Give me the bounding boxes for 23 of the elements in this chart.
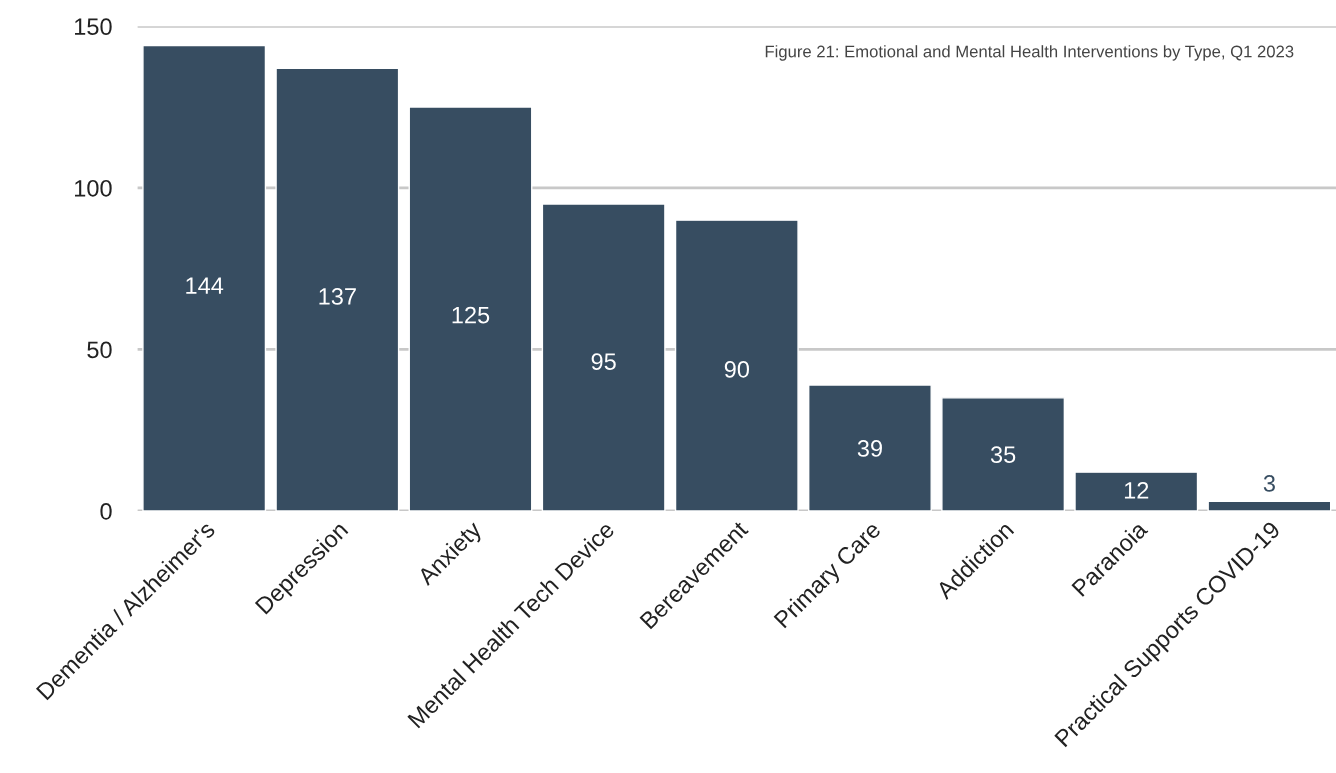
y-tick-label: 0 xyxy=(100,503,112,520)
data-label: 3 xyxy=(1263,475,1275,492)
text: Figure 21: Emotional and Mental Health Interventions by Type, Q1 2023 xyxy=(765,45,1294,61)
bar xyxy=(142,44,267,511)
y-tick-label: 100 xyxy=(75,179,112,197)
bar xyxy=(808,384,932,511)
bar xyxy=(1207,500,1332,511)
bar xyxy=(275,67,400,511)
bar xyxy=(408,106,533,511)
data-label: 137 xyxy=(319,288,356,305)
y-tick-label: 150 xyxy=(75,18,112,36)
bar xyxy=(1074,471,1199,511)
data-label: 144 xyxy=(186,277,224,294)
bar xyxy=(674,219,799,511)
bar xyxy=(541,203,666,511)
data-label: 12 xyxy=(1124,481,1149,499)
data-label: 39 xyxy=(857,440,882,457)
bar xyxy=(941,397,1066,511)
data-label: 35 xyxy=(990,446,1016,464)
y-tick-label: 50 xyxy=(87,341,112,359)
data-label: 125 xyxy=(452,306,490,324)
data-label: 90 xyxy=(724,360,750,378)
data-label: 95 xyxy=(591,353,616,370)
